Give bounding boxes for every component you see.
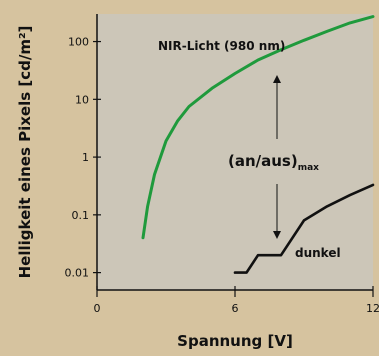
x-tick-label: 6 [232,302,239,315]
arrow-down-head [273,231,281,239]
y-tick-label: 1 [82,151,89,164]
arrow-up-head [273,75,281,83]
y-tick-label: 10 [75,93,89,106]
series-line-dunkel [233,183,375,274]
ratio-text: (an/aus)max [228,152,319,173]
x-tick-label: 12 [366,302,379,315]
x-tick-label: 0 [94,302,101,315]
ratio-main: (an/aus) [228,152,298,170]
plot-background [97,14,373,290]
series-line-nir [141,15,375,240]
x-ticks: 0 6 12 [94,286,379,315]
series-layer [141,15,375,274]
series-label-nir: NIR-Licht (980 nm) [158,39,285,53]
series-label-dunkel: dunkel [295,246,341,260]
ratio-annotation: (an/aus)max [228,75,319,239]
ratio-subscript: max [298,163,319,173]
y-ticks: 0.01 0.1 1 10 100 [65,36,101,280]
x-axis-title: Spannung [V] [177,332,293,350]
y-axis-title: Helligkeit eines Pixels [cd/m²] [16,26,34,279]
y-tick-label: 0.1 [72,209,90,222]
y-tick-label: 100 [68,36,89,49]
y-tick-label: 0.01 [65,267,90,280]
